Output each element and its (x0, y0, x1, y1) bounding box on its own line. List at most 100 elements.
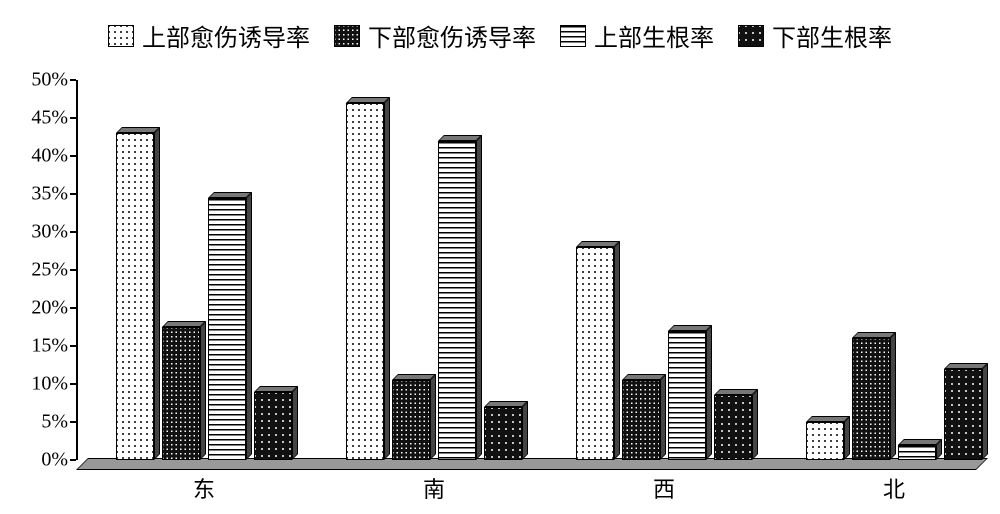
bar (392, 380, 430, 460)
bar-top (944, 363, 988, 369)
bar (806, 422, 844, 460)
bar-face (484, 407, 522, 460)
bar-side (430, 374, 436, 460)
legend-swatch-0 (108, 25, 134, 47)
ytick-label: 5% (20, 411, 68, 434)
bar (162, 327, 200, 460)
bar-side (246, 192, 252, 460)
bar-side (982, 363, 988, 460)
legend-item-0: 上部愈伤诱导率 (108, 18, 310, 53)
bar-face (622, 380, 660, 460)
bar-side (890, 332, 896, 460)
bar-face (346, 103, 384, 460)
ytick-label: 35% (20, 183, 68, 206)
bar-top (162, 321, 206, 327)
ytick-label: 40% (20, 145, 68, 168)
bar-face (944, 369, 982, 460)
bar-side (292, 386, 298, 460)
ytick-label: 45% (20, 107, 68, 130)
ytick-mark (70, 383, 76, 385)
bar-side (706, 325, 712, 460)
bar-top (668, 325, 712, 331)
ytick-label: 20% (20, 297, 68, 320)
bar-face (576, 247, 614, 460)
ytick-label: 50% (20, 69, 68, 92)
bar-top (346, 97, 390, 103)
bar (346, 103, 384, 460)
legend-swatch-1 (334, 25, 360, 47)
bar (576, 247, 614, 460)
legend-label-0: 上部愈伤诱导率 (142, 18, 310, 53)
legend-label-2: 上部生根率 (594, 18, 714, 53)
bar-face (254, 392, 292, 460)
ytick-mark (70, 193, 76, 195)
legend-label-1: 下部愈伤诱导率 (368, 18, 536, 53)
bar-top (898, 439, 942, 445)
bar (668, 331, 706, 460)
bar-top (392, 374, 436, 380)
bar-top (622, 374, 666, 380)
bar-side (844, 416, 850, 460)
ytick-mark (70, 459, 76, 461)
ytick-mark (70, 79, 76, 81)
bar-side (384, 97, 390, 460)
bar-face (714, 395, 752, 460)
ytick-mark (70, 307, 76, 309)
bar-face (852, 338, 890, 460)
bar-top (852, 332, 896, 338)
legend-swatch-2 (560, 25, 586, 47)
bar-face (806, 422, 844, 460)
bar-face (116, 133, 154, 460)
bar-side (476, 135, 482, 460)
bar-top (438, 135, 482, 141)
ytick-label: 0% (20, 449, 68, 472)
ytick-label: 15% (20, 335, 68, 358)
ytick-label: 25% (20, 259, 68, 282)
bar-top (576, 241, 620, 247)
bar-top (254, 386, 298, 392)
ytick-mark (70, 117, 76, 119)
bar-face (438, 141, 476, 460)
xlabel: 西 (653, 472, 675, 504)
xlabel: 东 (193, 472, 215, 504)
ytick-label: 10% (20, 373, 68, 396)
bar (208, 198, 246, 460)
ytick-mark (70, 345, 76, 347)
bar-face (162, 327, 200, 460)
bar (898, 445, 936, 460)
bar-side (200, 321, 206, 460)
bar-face (898, 445, 936, 460)
bar (944, 369, 982, 460)
legend-label-3: 下部生根率 (772, 18, 892, 53)
bar-top (806, 416, 850, 422)
legend-item-2: 上部生根率 (560, 18, 714, 53)
bar (254, 392, 292, 460)
bar-top (484, 401, 528, 407)
bar-top (714, 389, 758, 395)
bar-face (668, 331, 706, 460)
xlabel: 北 (883, 472, 905, 504)
legend: 上部愈伤诱导率 下部愈伤诱导率 上部生根率 下部生根率 (0, 0, 1000, 53)
bar (484, 407, 522, 460)
chart-container: 上部愈伤诱导率 下部愈伤诱导率 上部生根率 下部生根率 0% 5% 10% 15% 20… (0, 0, 1000, 514)
plot-area (76, 80, 976, 460)
legend-swatch-3 (738, 25, 764, 47)
bar-side (660, 374, 666, 460)
bar (622, 380, 660, 460)
bar (116, 133, 154, 460)
ytick-mark (70, 269, 76, 271)
legend-item-1: 下部愈伤诱导率 (334, 18, 536, 53)
bar-side (522, 401, 528, 460)
ytick-label: 30% (20, 221, 68, 244)
bar (714, 395, 752, 460)
bar-side (752, 389, 758, 460)
ytick-mark (70, 155, 76, 157)
legend-item-3: 下部生根率 (738, 18, 892, 53)
bar-face (392, 380, 430, 460)
ytick-mark (70, 231, 76, 233)
bar (852, 338, 890, 460)
bar-face (208, 198, 246, 460)
bar-side (154, 127, 160, 460)
bar-top (208, 192, 252, 198)
bar (438, 141, 476, 460)
